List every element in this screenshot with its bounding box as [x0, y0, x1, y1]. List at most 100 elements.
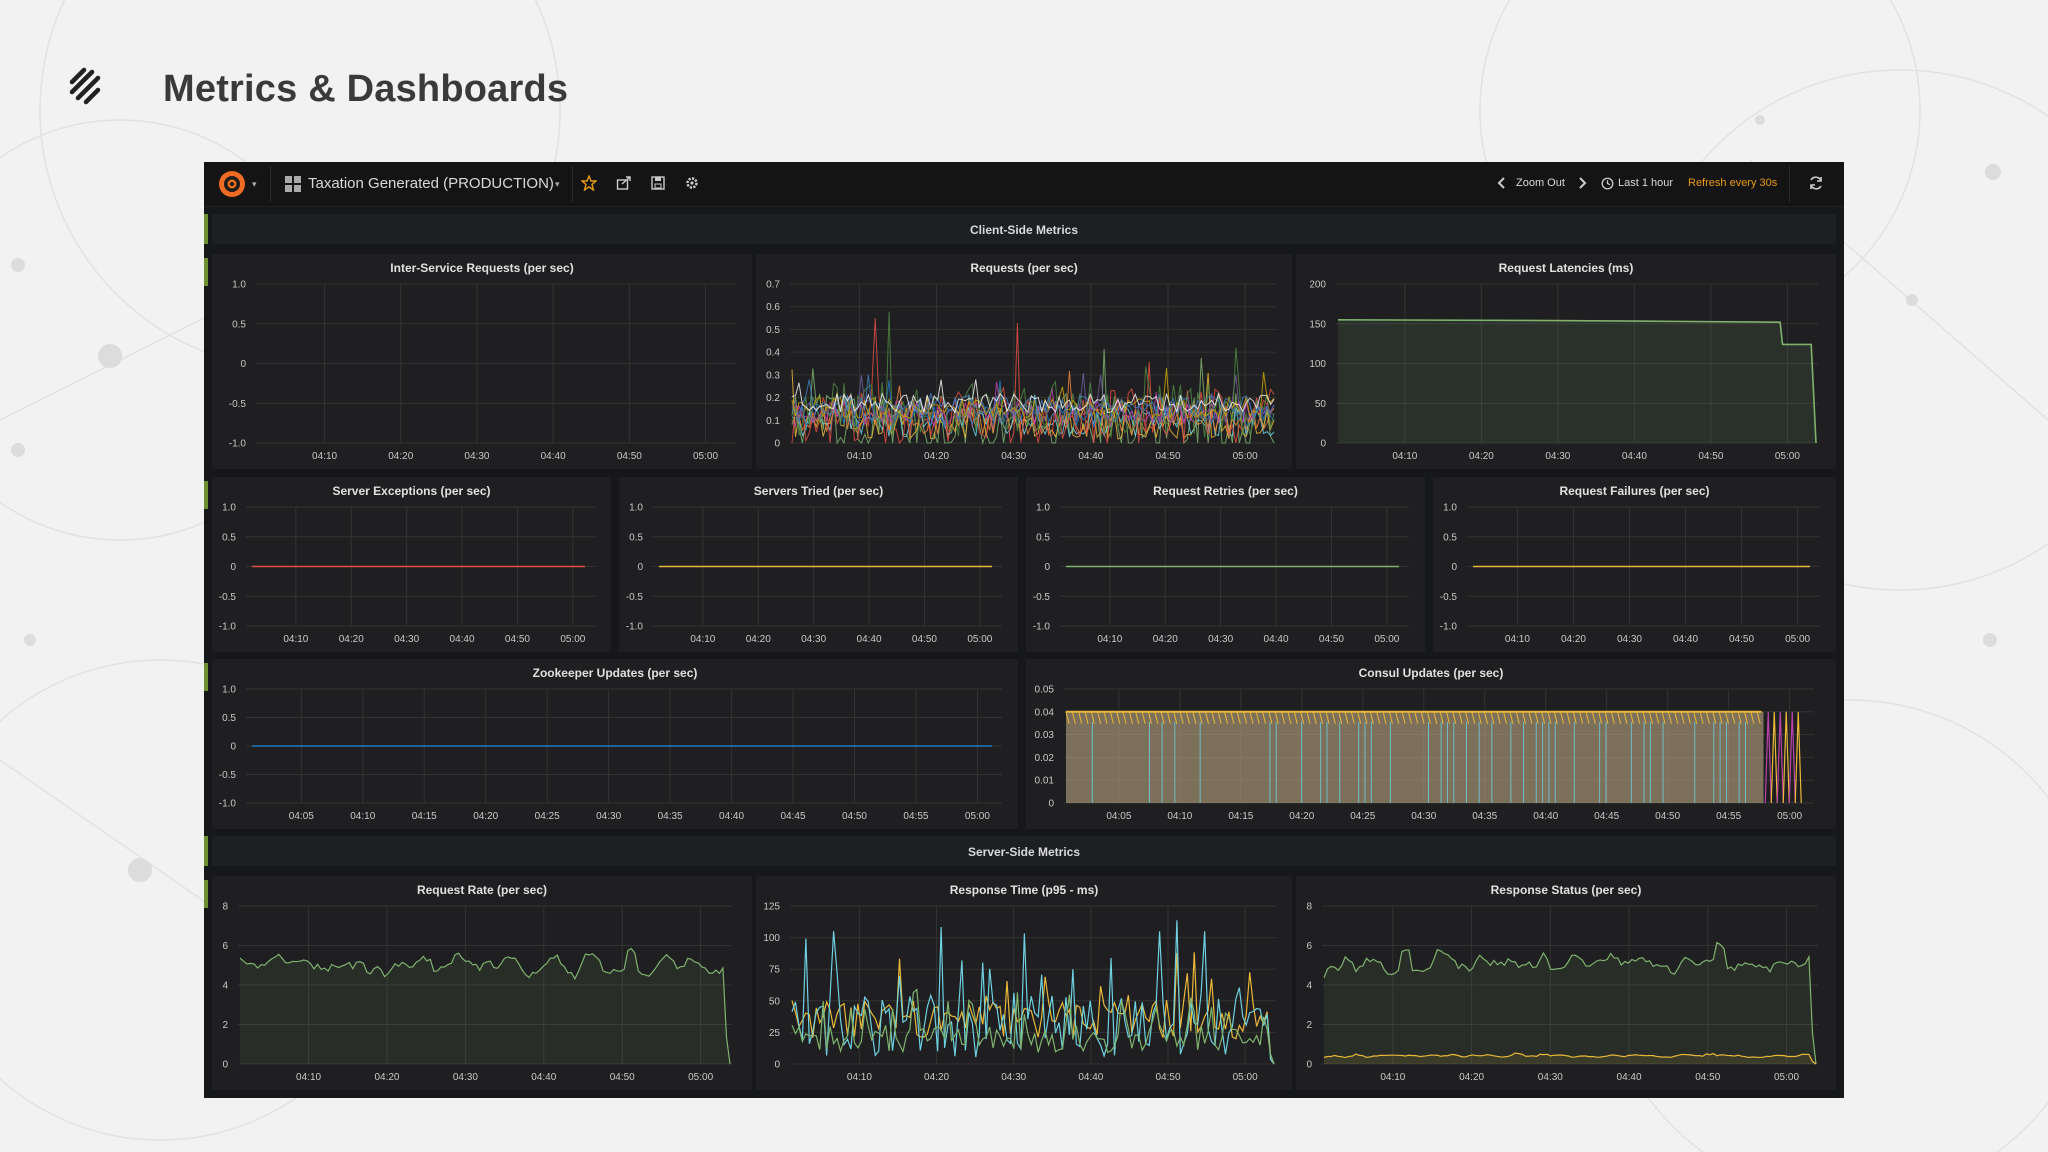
x-tick-label: 04:25 — [1350, 811, 1375, 822]
nav-separator — [270, 166, 271, 202]
share-icon[interactable] — [616, 175, 632, 191]
x-tick-label: 04:40 — [857, 634, 882, 645]
series-line — [1135, 711, 1140, 724]
dashboard-grid-icon[interactable] — [285, 176, 301, 192]
series-line — [1629, 711, 1634, 724]
row-title: Server-Side Metrics — [967, 845, 1081, 859]
y-tick-label: 0 — [1451, 562, 1457, 573]
series-area — [1324, 942, 1816, 1064]
y-tick-label: -1.0 — [219, 799, 237, 810]
series-line — [1388, 711, 1393, 724]
panel-zookeeper-updates[interactable]: 1.0 0.5 0 -0.5 -1.0 04:05 04:10 04:15 04:20 04:25… — [212, 659, 1018, 829]
series-line — [1464, 711, 1469, 724]
panel-title: Zookeeper Updates (per sec) — [532, 666, 698, 680]
panel-consul-updates[interactable]: 0.05 0.04 0.03 0.02 0.01 0 04:05 04:10 04:15 04:2… — [1026, 659, 1836, 829]
y-tick-label: 6 — [1306, 941, 1312, 952]
x-tick-label: 04:40 — [1622, 451, 1647, 462]
series-line — [1534, 711, 1539, 724]
x-tick-label: 04:50 — [610, 1072, 635, 1083]
series-line — [1306, 711, 1311, 724]
panel-server-exceptions[interactable]: 1.0 0.5 0 -0.5 -1.0 04:10 04:20 04:30 04:40 04:50… — [212, 477, 611, 652]
zoom-out-button[interactable]: Zoom Out — [1516, 177, 1565, 189]
x-tick-label: 04:15 — [1228, 811, 1253, 822]
panel-request-rate[interactable]: 8 6 4 2 0 04:10 04:20 04:30 04:40 04:50 05:00 Reque… — [212, 876, 752, 1090]
y-tick-label: 0.5 — [222, 713, 236, 724]
y-tick-label: 0 — [222, 1060, 228, 1071]
series-line — [1750, 711, 1755, 724]
row-header-server-side[interactable]: Server-Side Metrics — [204, 836, 1836, 866]
chart-request-failures: 1.0 0.5 0 -0.5 -1.0 04:10 04:20 04:30 04:40 04:50… — [1440, 503, 1820, 645]
panel-inter-service-requests[interactable]: 1.0 0.5 0 -0.5 -1.0 04:10 04:20 04:30 04:40 04:50… — [212, 254, 752, 469]
panel-request-failures[interactable]: 1.0 0.5 0 -0.5 -1.0 04:10 04:20 04:30 04:40 04:50… — [1433, 477, 1836, 652]
refresh-icon[interactable] — [1808, 175, 1824, 191]
save-icon[interactable] — [650, 175, 666, 191]
series-line — [1477, 711, 1482, 724]
x-tick-label: 05:00 — [560, 634, 585, 645]
series-line — [1439, 711, 1444, 724]
series-line — [1712, 711, 1717, 724]
series-line — [1357, 711, 1362, 724]
series-line — [1610, 711, 1615, 724]
chart-request-latencies: 200 150 100 50 0 04:10 04:20 04:30 04:40 04:50 05:… — [1309, 280, 1818, 462]
panel-response-time[interactable]: 125 100 75 50 25 0 04:10 04:20 04:30 04:40 04:50 05… — [756, 876, 1292, 1090]
row-header-client-side[interactable]: Client-Side Metrics — [204, 214, 1836, 244]
y-tick-label: 0.5 — [766, 325, 780, 336]
x-tick-label: 04:10 — [847, 451, 872, 462]
panel-response-status[interactable]: 8 6 4 2 0 04:10 04:20 04:30 04:40 04:50 05:00 Respo… — [1296, 876, 1836, 1090]
y-tick-label: 100 — [763, 933, 780, 944]
series-line — [1274, 711, 1279, 724]
x-tick-label: 04:30 — [1001, 451, 1026, 462]
series-line — [1522, 711, 1527, 724]
panel-title: Response Time (p95 - ms) — [949, 883, 1099, 897]
x-tick-label: 04:50 — [1698, 451, 1723, 462]
series-line — [1591, 711, 1596, 724]
series-line — [1103, 711, 1108, 724]
x-tick-label: 04:55 — [1716, 811, 1741, 822]
series-line — [1585, 711, 1590, 724]
y-tick-label: 2 — [1306, 1020, 1312, 1031]
panel-request-retries[interactable]: 1.0 0.5 0 -0.5 -1.0 04:10 04:20 04:30 04:40 04:50… — [1026, 477, 1425, 652]
series-line — [1528, 711, 1533, 724]
series-line — [1255, 711, 1260, 724]
series-line — [1166, 711, 1171, 724]
panel-servers-tried[interactable]: 1.0 0.5 0 -0.5 -1.0 04:10 04:20 04:30 04:40 04:50… — [619, 477, 1018, 652]
series-line — [1344, 711, 1349, 724]
series-line — [1382, 711, 1387, 724]
panel-title: Request Rate (per sec) — [416, 883, 548, 897]
series-line — [1426, 711, 1431, 724]
panel-request-latencies[interactable]: 200 150 100 50 0 04:10 04:20 04:30 04:40 04:50 05:… — [1296, 254, 1836, 469]
series-line — [1680, 711, 1685, 724]
y-tick-label: -1.0 — [1440, 622, 1458, 633]
chevron-left-icon[interactable] — [1494, 175, 1510, 191]
x-tick-label: 04:10 — [1380, 1072, 1405, 1083]
dashboard-caret-icon[interactable]: ▾ — [555, 179, 560, 189]
logo-caret-icon[interactable]: ▾ — [252, 179, 257, 189]
panel-requests[interactable]: 0.7 0.6 0.5 0.4 0.3 0.2 0.1 0 04:10 04:20 04:30 04:… — [756, 254, 1292, 469]
y-tick-label: 0.6 — [766, 302, 780, 313]
series-line — [1147, 711, 1152, 724]
y-tick-label: 0.1 — [766, 416, 780, 427]
y-tick-label: 2 — [222, 1020, 228, 1031]
dashboard-title[interactable]: Taxation Generated (PRODUCTION) — [308, 175, 554, 192]
x-tick-label: 04:40 — [531, 1072, 556, 1083]
x-tick-label: 04:30 — [1001, 1072, 1026, 1083]
y-tick-label: -0.5 — [219, 592, 237, 603]
y-tick-label: -0.5 — [229, 399, 247, 410]
x-tick-label: 04:40 — [1264, 634, 1289, 645]
series-line — [1128, 711, 1133, 724]
x-tick-label: 04:50 — [842, 811, 867, 822]
top-navbar: ▾ Taxation Generated (PRODUCTION) ▾ Zoo — [204, 162, 1844, 207]
x-tick-label: 05:00 — [1775, 451, 1800, 462]
y-tick-label: -1.0 — [1033, 622, 1051, 633]
chevron-right-icon[interactable] — [1574, 175, 1590, 191]
refresh-interval[interactable]: Refresh every 30s — [1688, 177, 1778, 189]
y-tick-label: 1.0 — [629, 503, 643, 514]
star-icon[interactable] — [581, 175, 597, 191]
series-line — [1287, 711, 1292, 724]
series-line — [1293, 711, 1298, 724]
x-tick-label: 04:50 — [1155, 1072, 1180, 1083]
grafana-logo-icon[interactable] — [216, 168, 248, 200]
series-area — [1338, 319, 1816, 443]
time-range-picker[interactable]: Last 1 hour — [1618, 177, 1674, 189]
settings-icon[interactable] — [684, 175, 700, 191]
